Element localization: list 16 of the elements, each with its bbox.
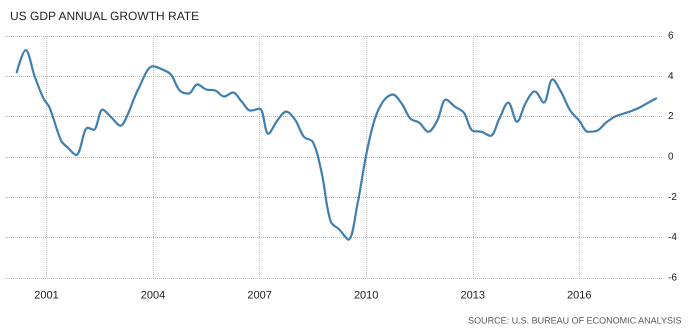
y-tick-label: -6 bbox=[668, 272, 678, 284]
x-tick-label: 2013 bbox=[460, 290, 485, 302]
y-tick-label: 6 bbox=[668, 30, 674, 42]
chart-title: US GDP ANNUAL GROWTH RATE bbox=[10, 9, 200, 23]
x-tick-label: 2001 bbox=[34, 290, 59, 302]
source-note: SOURCE: U.S. BUREAU OF ECONOMIC ANALYSIS bbox=[468, 316, 682, 326]
x-tick-label: 2007 bbox=[247, 290, 272, 302]
x-tick-label: 2016 bbox=[567, 290, 592, 302]
y-tick-label: 0 bbox=[668, 152, 674, 162]
y-tick-label: 2 bbox=[668, 111, 674, 122]
y-tick-label: 4 bbox=[668, 70, 674, 82]
x-tick-label: 2010 bbox=[354, 290, 378, 302]
line-series bbox=[16, 49, 658, 241]
y-tick-label: -2 bbox=[668, 192, 678, 203]
y-tick-label: -4 bbox=[668, 232, 678, 244]
x-tick-label: 2004 bbox=[140, 290, 166, 302]
